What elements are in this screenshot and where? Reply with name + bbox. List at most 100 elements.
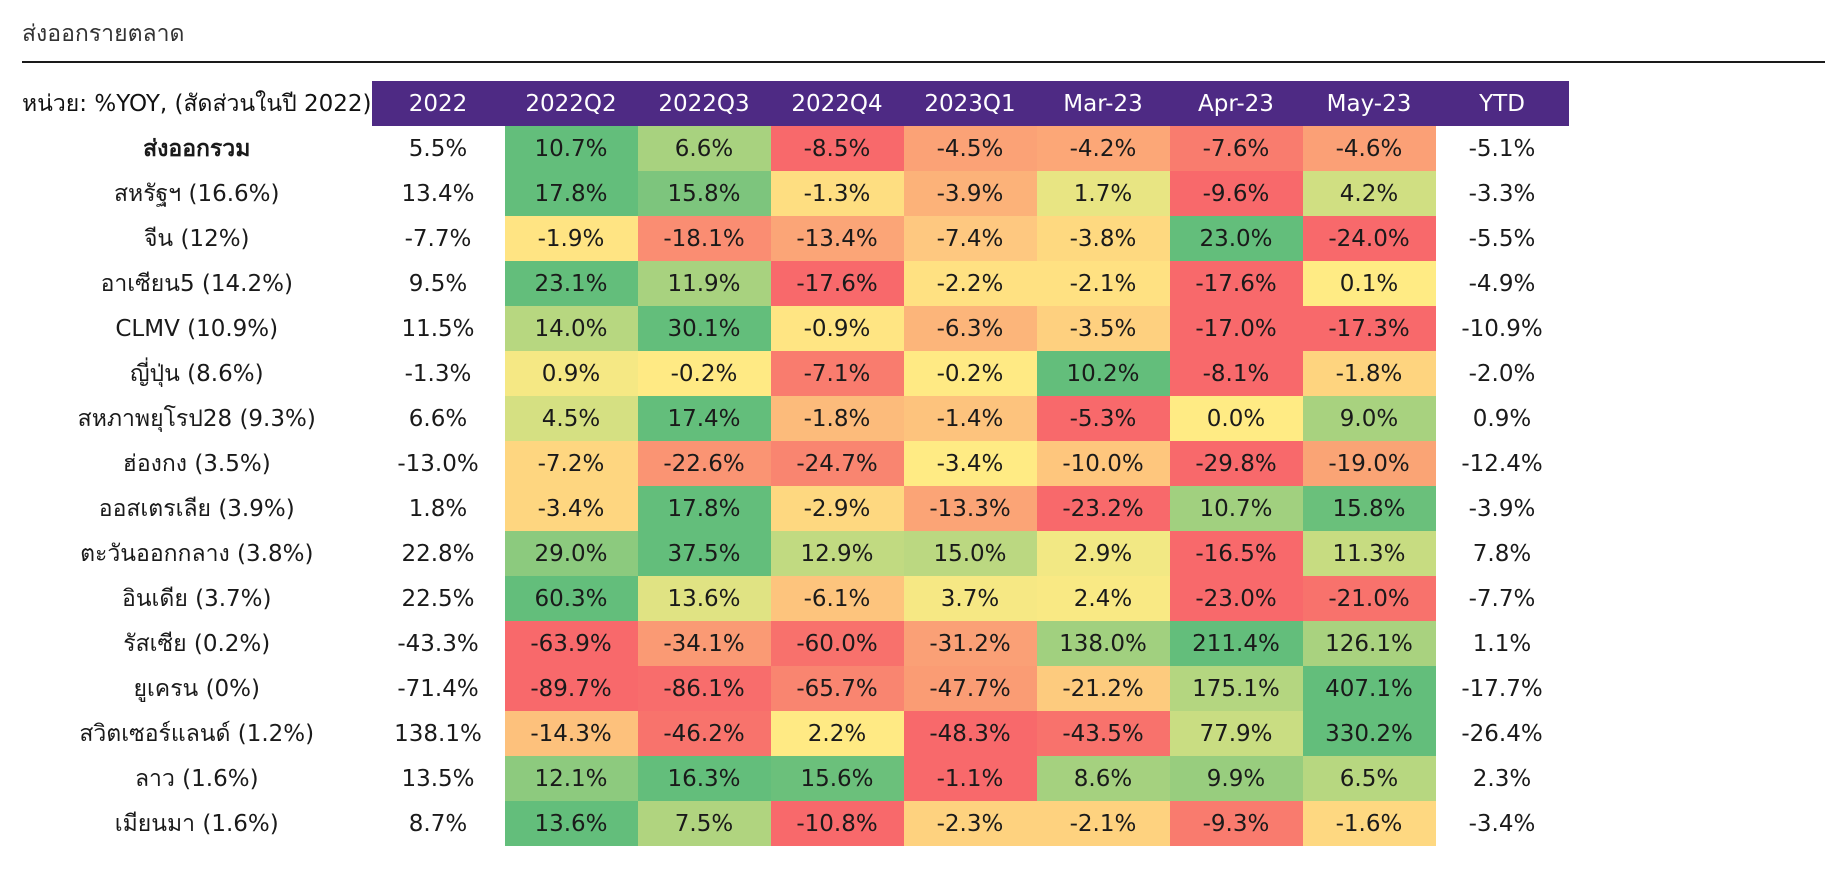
heat-cell: 17.4% [637,396,771,441]
column-header: 2022 [371,81,505,126]
row-label: ญี่ปุ่น (8.6%) [129,360,264,387]
heat-cell: -2.0% [1435,351,1569,396]
heat-cell: 77.9% [1169,711,1303,756]
heat-cell: -2.1% [1036,801,1170,846]
heat-cell: -13.0% [371,441,505,486]
heat-cell: -23.0% [1169,576,1303,621]
page-title: ส่งออกรายตลาด [22,21,185,47]
heat-cell: -2.3% [903,801,1037,846]
heat-cell: 17.8% [504,171,638,216]
heat-cell: 6.6% [371,396,505,441]
heat-cell: -24.0% [1302,216,1436,261]
heat-cell: 138.1% [371,711,505,756]
unit-label: หน่วย: %YOY, (สัดส่วนในปี 2022) [22,81,372,126]
heat-cell: -3.4% [1435,801,1569,846]
row-label: จีน (12%) [143,225,250,252]
column-header: May-23 [1302,81,1436,126]
heat-cell: -4.2% [1036,126,1170,171]
table-row: สวิตเซอร์แลนด์ (1.2%) 138.1% -14.3% -46.2% 2… [22,711,1569,756]
heat-cell: -21.2% [1036,666,1170,711]
heat-cell: 22.8% [371,531,505,576]
row-label: อาเซียน5 (14.2%) [100,270,293,297]
row-label: สหรัฐฯ (16.6%) [114,180,280,207]
heat-cell: 4.5% [504,396,638,441]
table-body: ส่งออกรวม 5.5% 10.7% 6.6% -8.5% -4.5% -4.2% -7.… [22,126,1569,846]
heat-cell: -7.7% [1435,576,1569,621]
heat-cell: 138.0% [1036,621,1170,666]
heat-cell: -22.6% [637,441,771,486]
heat-cell: 9.0% [1302,396,1436,441]
heat-cell: 9.5% [371,261,505,306]
heat-cell: -17.7% [1435,666,1569,711]
heat-cell: 2.9% [1036,531,1170,576]
heat-cell: -63.9% [504,621,638,666]
header-row: หน่วย: %YOY, (สัดส่วนในปี 2022) 2022 202… [22,81,1569,126]
heat-cell: 10.2% [1036,351,1170,396]
heat-cell: -1.3% [371,351,505,396]
heat-cell: -3.3% [1435,171,1569,216]
heat-cell: -7.1% [770,351,904,396]
heat-cell: 2.3% [1435,756,1569,801]
heat-cell: -8.5% [770,126,904,171]
heat-cell: 15.8% [1302,486,1436,531]
heat-cell: 11.3% [1302,531,1436,576]
heat-cell: -86.1% [637,666,771,711]
table-row: ฮ่องกง (3.5%) -13.0% -7.2% -22.6% -24.7% -3.4… [22,441,1569,486]
table-row: ญี่ปุ่น (8.6%) -1.3% 0.9% -0.2% -7.1% -0.2% 10… [22,351,1569,396]
table-row: อาเซียน5 (14.2%) 9.5% 23.1% 11.9% -17.6% -2.2… [22,261,1569,306]
heat-cell: -4.9% [1435,261,1569,306]
heat-cell: -1.3% [770,171,904,216]
heat-cell: -65.7% [770,666,904,711]
heat-cell: 5.5% [371,126,505,171]
heat-cell: -2.9% [770,486,904,531]
heat-cell: 12.1% [504,756,638,801]
heat-cell: 1.7% [1036,171,1170,216]
heat-cell: -1.9% [504,216,638,261]
heat-cell: -12.4% [1435,441,1569,486]
column-header: 2022Q2 [504,81,638,126]
table-row: ส่งออกรวม 5.5% 10.7% 6.6% -8.5% -4.5% -4.2% -7.… [22,126,1569,171]
column-header: YTD [1435,81,1569,126]
heat-cell: -24.7% [770,441,904,486]
heat-cell: -5.1% [1435,126,1569,171]
heat-cell: -13.3% [903,486,1037,531]
table-row: จีน (12%) -7.7% -1.9% -18.1% -13.4% -7.4% -3.8… [22,216,1569,261]
heat-cell: -2.1% [1036,261,1170,306]
column-header: 2022Q3 [637,81,771,126]
heat-cell: -7.2% [504,441,638,486]
heat-cell: 7.5% [637,801,771,846]
heat-cell: -17.0% [1169,306,1303,351]
heat-cell: -1.1% [903,756,1037,801]
heat-cell: -29.8% [1169,441,1303,486]
column-header: 2023Q1 [903,81,1037,126]
heat-cell: -0.2% [637,351,771,396]
heat-cell: -10.8% [770,801,904,846]
heat-cell: -46.2% [637,711,771,756]
heat-cell: -34.1% [637,621,771,666]
column-header: Mar-23 [1036,81,1170,126]
heat-cell: -3.4% [504,486,638,531]
heat-cell: 175.1% [1169,666,1303,711]
heat-cell: 12.9% [770,531,904,576]
heat-cell: -5.5% [1435,216,1569,261]
heat-cell: -2.2% [903,261,1037,306]
heat-cell: 0.0% [1169,396,1303,441]
heat-cell: 10.7% [1169,486,1303,531]
heat-cell: -21.0% [1302,576,1436,621]
row-label: ออสเตรเลีย (3.9%) [98,495,295,522]
heat-cell: -71.4% [371,666,505,711]
heat-cell: -23.2% [1036,486,1170,531]
heat-cell: 60.3% [504,576,638,621]
heat-cell: -4.5% [903,126,1037,171]
heat-cell: -48.3% [903,711,1037,756]
heat-cell: 8.7% [371,801,505,846]
export-heatmap-table: หน่วย: %YOY, (สัดส่วนในปี 2022) 2022 202… [22,81,1569,846]
heat-cell: 3.7% [903,576,1037,621]
heat-cell: 14.0% [504,306,638,351]
heat-cell: 0.1% [1302,261,1436,306]
heat-cell: 4.2% [1302,171,1436,216]
table-row: อินเดีย (3.7%) 22.5% 60.3% 13.6% -6.1% 3.7% 2.… [22,576,1569,621]
row-label: สหภาพยุโรป28 (9.3%) [77,405,316,432]
column-header: 2022Q4 [770,81,904,126]
heat-cell: -8.1% [1169,351,1303,396]
